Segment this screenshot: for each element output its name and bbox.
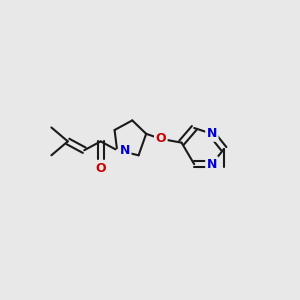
Text: O: O xyxy=(155,132,166,146)
Text: O: O xyxy=(95,162,106,175)
Text: N: N xyxy=(120,144,130,157)
Text: N: N xyxy=(207,127,217,140)
Text: N: N xyxy=(207,158,217,171)
